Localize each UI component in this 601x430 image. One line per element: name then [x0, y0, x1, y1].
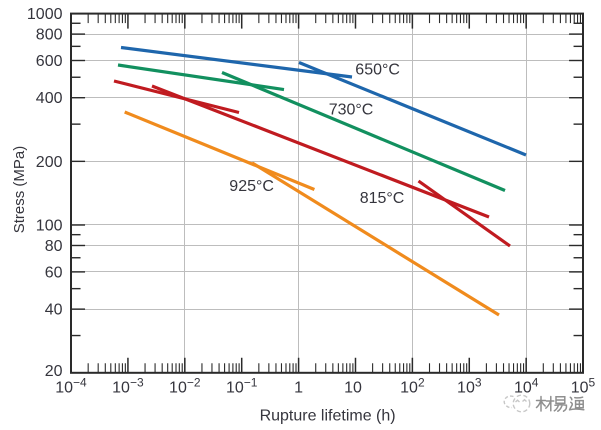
svg-text:200: 200 — [36, 154, 63, 171]
svg-text:100: 100 — [36, 218, 63, 235]
svg-text:800: 800 — [36, 27, 63, 44]
svg-text:1000: 1000 — [27, 6, 63, 23]
svg-text:730°C: 730°C — [329, 102, 374, 119]
svg-text:60: 60 — [45, 264, 63, 281]
svg-text:Rupture lifetime (h): Rupture lifetime (h) — [260, 407, 396, 424]
svg-text:925°C: 925°C — [229, 178, 274, 195]
svg-text:80: 80 — [45, 238, 63, 255]
svg-text:815°C: 815°C — [360, 190, 405, 207]
svg-text:20: 20 — [45, 363, 63, 380]
svg-text:400: 400 — [36, 90, 63, 107]
svg-text:600: 600 — [36, 53, 63, 70]
svg-text:Stress (MPa): Stress (MPa) — [11, 146, 28, 234]
svg-text:10: 10 — [344, 380, 362, 397]
svg-text:40: 40 — [45, 302, 63, 319]
svg-text:650°C: 650°C — [355, 62, 400, 79]
svg-text:1: 1 — [294, 380, 303, 397]
